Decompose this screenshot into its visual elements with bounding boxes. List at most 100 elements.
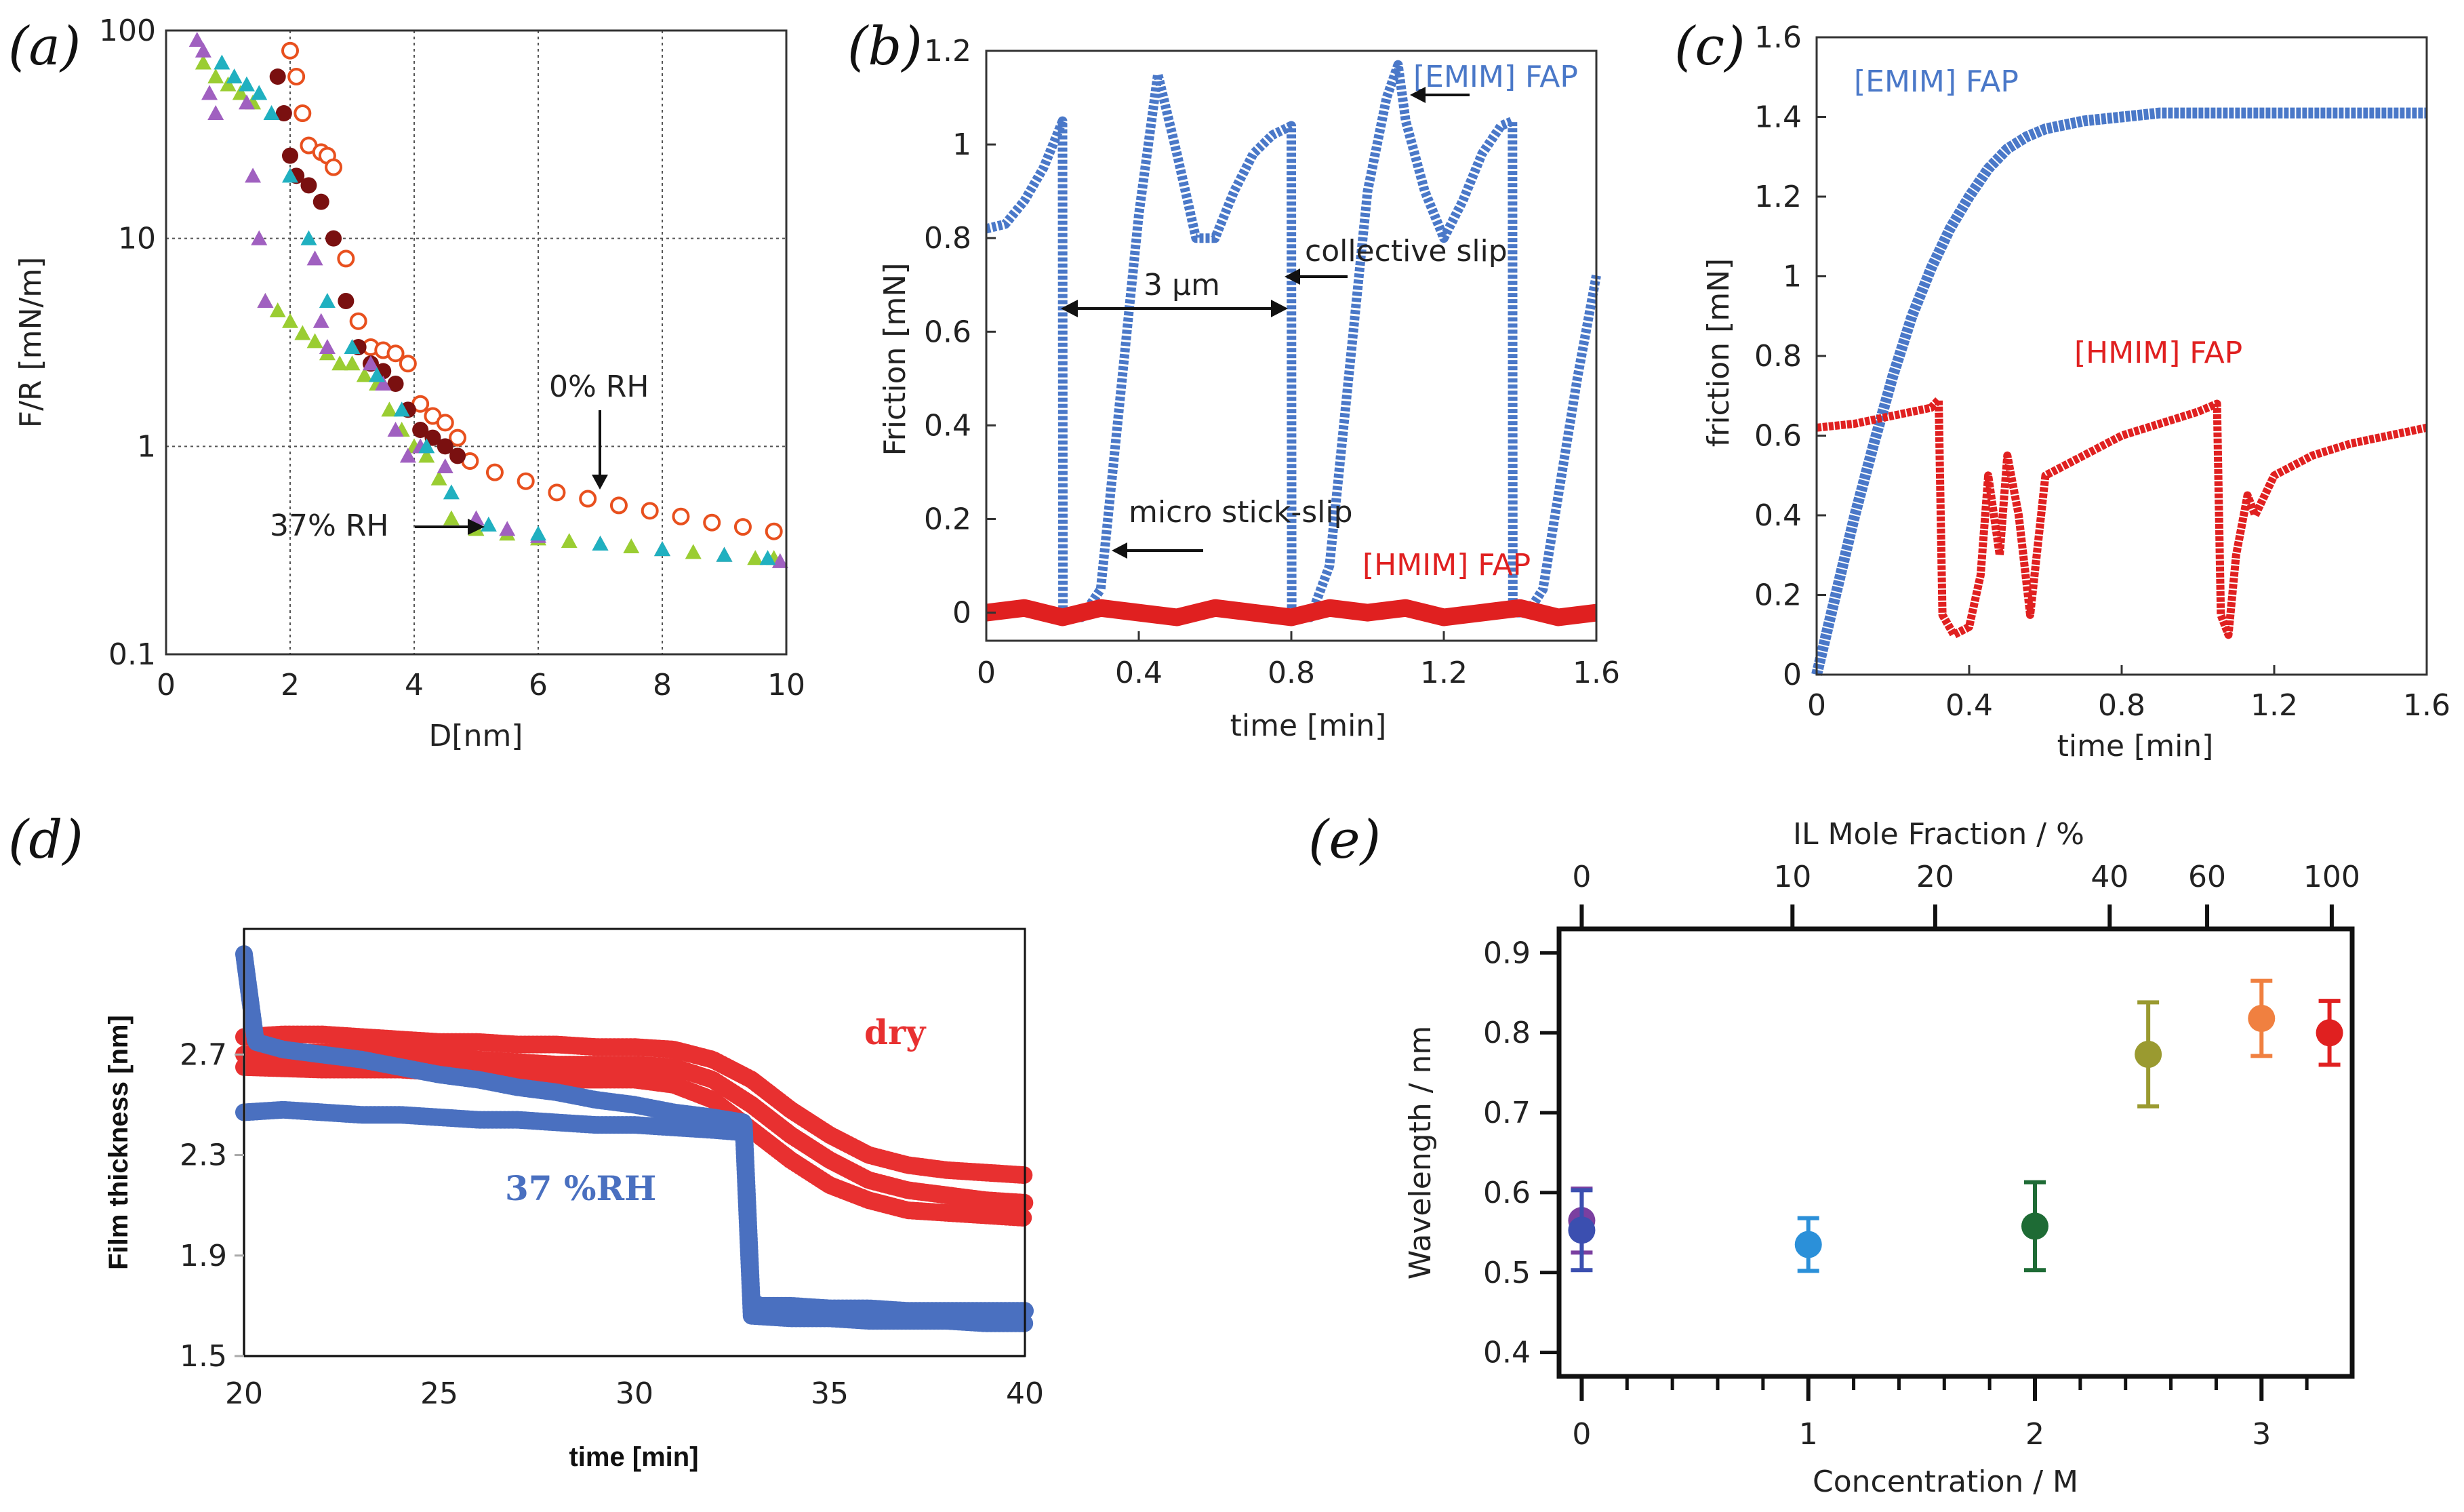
e-top-tick-label: 20 [1916, 860, 1954, 894]
a-point [220, 76, 237, 92]
a-xtick-label: 4 [405, 668, 424, 702]
a-point [300, 177, 317, 194]
panel-e-frame [1556, 926, 2355, 1379]
a-point [269, 68, 286, 85]
annotation-37rh-text: 37% RH [270, 509, 388, 543]
a-point [609, 496, 628, 515]
c-ytick-label: 1 [1783, 260, 1802, 294]
panel-a-grid [166, 31, 786, 654]
a-point [387, 376, 404, 393]
e-point [1568, 1216, 1596, 1244]
panel-b-ticks: 0 0.4 0.8 1.2 1.6 0 0.2 0.4 0.6 0.8 1 1.2 [924, 34, 1620, 690]
e-point [2135, 1041, 2162, 1069]
annotation-37rh: 37% RH [270, 509, 485, 543]
a-point [387, 422, 404, 437]
e-point [2248, 1005, 2276, 1032]
panel-label-c: (c) [1674, 16, 1745, 77]
a-point [548, 483, 566, 502]
a-xtick-label: 10 [767, 668, 805, 702]
a-point [437, 438, 453, 455]
c-xtick-label: 1.2 [2250, 688, 2298, 723]
a-point [412, 422, 429, 439]
a-point [238, 76, 255, 92]
panel-b-ylabel: Friction [mN] [878, 263, 912, 456]
a-point [418, 447, 435, 463]
e-xtick-label: 2 [2025, 1417, 2044, 1452]
panel-a-frame [165, 29, 788, 656]
panel-a-plot [188, 32, 788, 568]
c-ytick-label: 0 [1783, 658, 1802, 692]
a-ytick-label: 10 [118, 222, 156, 256]
c-xtick-label: 0.4 [1945, 688, 1993, 723]
a-point [399, 447, 416, 463]
a-ytick-label: 1 [137, 429, 156, 464]
a-point [300, 230, 317, 245]
a-point [733, 518, 752, 536]
annotation-0rh-text: 0% RH [549, 370, 649, 404]
a-point [672, 507, 690, 525]
b-ytick-label: 0.6 [924, 315, 971, 349]
panel-d-ticks: 20 25 30 35 40 1.5 1.9 2.3 2.7 [180, 1037, 1044, 1411]
a-point [319, 292, 336, 308]
b-xtick-label: 0.4 [1115, 656, 1163, 690]
panel-a: (a) 0 2 4 6 8 10 0.1 1 10 100 D[nm] F/R [mN/m] 0%… [8, 14, 805, 753]
e-top-tick-label: 10 [1773, 860, 1811, 894]
c-ytick-label: 0.6 [1754, 419, 1802, 454]
a-point [331, 355, 348, 371]
annotation-emim-c: [EMIM] FAP [1854, 64, 2019, 99]
a-point [344, 339, 361, 355]
e-top-tick-label: 100 [2303, 860, 2360, 894]
e-ytick-label: 0.9 [1483, 936, 1531, 970]
a-point [257, 292, 274, 308]
panel-b-plot [985, 60, 1601, 626]
e-point [1794, 1231, 1822, 1258]
c-ytick-label: 1.2 [1754, 180, 1802, 214]
panel-a-ticks: 0 2 4 6 8 10 0.1 1 10 100 [99, 14, 805, 702]
a-point [623, 538, 640, 553]
d-series-line [235, 1025, 1034, 1185]
a-point [530, 525, 546, 541]
a-point [517, 472, 535, 490]
d-xtick-label: 20 [225, 1376, 263, 1411]
annotation-micro-stick-slip: micro stick-slip [1112, 495, 1353, 559]
panel-label-b: (b) [847, 16, 923, 77]
b-ytick-label: 1.2 [924, 34, 971, 68]
a-xtick-label: 2 [281, 668, 300, 702]
panel-d: (d) 20 25 30 35 40 1.5 1.9 2.3 2.7 time [min] Fi… [8, 810, 1044, 1472]
b-series-line [985, 60, 1601, 622]
panel-c-xlabel: time [min] [2057, 729, 2214, 763]
a-point [214, 54, 230, 70]
c-ytick-label: 1.6 [1754, 20, 1802, 55]
b-xtick-label: 1.2 [1420, 656, 1468, 690]
a-point [287, 68, 306, 86]
a-point [592, 536, 609, 551]
annotation-3um: 3 μm [1061, 268, 1288, 317]
a-point [765, 522, 783, 540]
a-point [654, 541, 670, 557]
a-point [344, 355, 361, 371]
e-ytick-label: 0.8 [1483, 1016, 1531, 1050]
b-ytick-label: 1 [952, 127, 971, 162]
c-ytick-label: 1.4 [1754, 100, 1802, 135]
a-point [201, 85, 218, 100]
annotation-emim-b: [EMIM] FAP [1410, 60, 1578, 103]
a-point [369, 367, 386, 382]
panel-c-ticks: 0 0.4 0.8 1.2 1.6 0 0.2 0.4 0.6 0.8 1 1.2 1.4 1.6 [1754, 20, 2450, 723]
c-series-line [1811, 107, 2427, 676]
panel-d-ylabel: Film thickness [nm] [104, 1015, 134, 1270]
e-ytick-label: 0.4 [1483, 1336, 1531, 1370]
a-point [485, 463, 504, 481]
a-point [281, 41, 299, 60]
a-point [349, 312, 367, 330]
a-point [232, 85, 249, 100]
a-point [282, 167, 298, 183]
d-series-line [235, 1100, 1034, 1332]
panel-e-top-xlabel: IL Mole Fraction / % [1793, 817, 2084, 852]
panel-d-frame [243, 928, 1026, 1357]
panel-c-plot [1811, 107, 2428, 676]
annotation-37rh-d: 37 %RH [505, 1168, 656, 1208]
a-point [312, 313, 329, 328]
a-point [312, 193, 329, 210]
annotation-3um-text: 3 μm [1144, 268, 1220, 302]
